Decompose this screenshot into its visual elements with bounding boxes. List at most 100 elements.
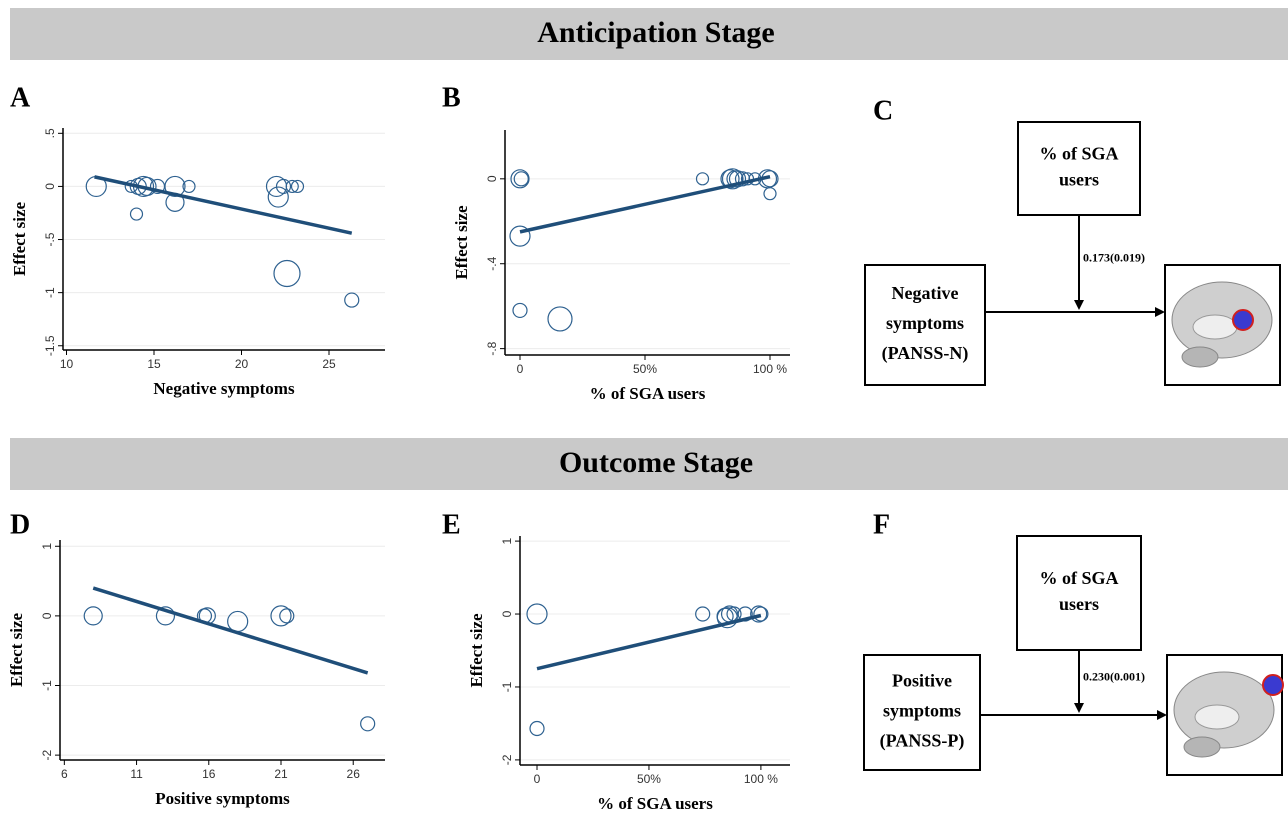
fit-line bbox=[94, 175, 353, 235]
bubble bbox=[695, 172, 710, 186]
x-tick-label: 10 bbox=[60, 357, 74, 371]
y-tick-label: -.5 bbox=[43, 232, 57, 246]
y-axis-title: Effect size bbox=[7, 612, 26, 687]
bubble bbox=[547, 306, 573, 332]
y-tick-label: 0 bbox=[43, 183, 57, 190]
y-tick-label: -1.5 bbox=[43, 335, 57, 356]
y-tick-label: -1 bbox=[500, 681, 514, 692]
y-tick-label: -2 bbox=[40, 749, 54, 760]
x-tick-label: 0 bbox=[517, 362, 524, 376]
predictor-text: symptoms bbox=[886, 313, 964, 333]
moderator-text: % of SGA bbox=[1039, 144, 1118, 164]
bubble bbox=[720, 169, 740, 189]
panel-label: B bbox=[442, 82, 461, 113]
bubble bbox=[750, 605, 768, 623]
y-tick-label: .5 bbox=[43, 128, 57, 138]
cerebellum bbox=[1181, 346, 1219, 368]
brain bbox=[1192, 314, 1238, 340]
bubble bbox=[695, 606, 711, 622]
x-tick-label: 50% bbox=[633, 362, 657, 376]
y-tick-label: 0 bbox=[500, 610, 514, 617]
y-tick-label: 1 bbox=[500, 537, 514, 544]
x-tick-label: 21 bbox=[274, 767, 288, 781]
y-axis-title: Effect size bbox=[10, 201, 29, 276]
y-axis-title: Effect size bbox=[452, 205, 471, 280]
highlight bbox=[1232, 309, 1254, 331]
bubble bbox=[513, 171, 529, 187]
bubble bbox=[155, 606, 176, 626]
fit-line bbox=[92, 586, 369, 675]
moderator-box bbox=[1016, 535, 1142, 651]
bubble bbox=[737, 606, 753, 622]
x-axis-title: % of SGA users bbox=[597, 794, 713, 813]
y-tick-label: -.8 bbox=[485, 341, 499, 355]
y-tick-label: -1 bbox=[40, 680, 54, 691]
arrow-head bbox=[1074, 300, 1084, 310]
section-title: Outcome Stage bbox=[559, 446, 753, 479]
predictor-text: symptoms bbox=[883, 701, 961, 721]
x-tick-label: 100 % bbox=[753, 362, 787, 376]
x-tick-label: 26 bbox=[347, 767, 361, 781]
y-tick-label: -2 bbox=[500, 754, 514, 765]
predictor-text: (PANSS-P) bbox=[880, 731, 965, 752]
bubble bbox=[360, 716, 376, 732]
bubble bbox=[512, 302, 528, 319]
x-tick-label: 15 bbox=[147, 357, 161, 371]
fit-line bbox=[519, 174, 771, 234]
coefficient: 0.173(0.019) bbox=[1083, 250, 1145, 264]
section-bar bbox=[10, 8, 1288, 60]
bubble bbox=[270, 605, 292, 627]
x-axis-title: Positive symptoms bbox=[155, 789, 290, 808]
bubble bbox=[227, 610, 249, 633]
moderator-text: users bbox=[1059, 170, 1099, 190]
panel-label: A bbox=[10, 82, 31, 113]
bubble bbox=[279, 608, 295, 624]
y-axis-title: Effect size bbox=[467, 613, 486, 688]
highlight bbox=[1262, 674, 1284, 696]
panel-label: E bbox=[442, 509, 461, 540]
x-axis-title: Negative symptoms bbox=[153, 379, 295, 398]
x-tick-label: 16 bbox=[202, 767, 216, 781]
bubble bbox=[273, 259, 301, 288]
y-tick-label: 1 bbox=[40, 543, 54, 550]
bubble bbox=[509, 225, 531, 247]
x-axis-title: % of SGA users bbox=[590, 384, 706, 403]
moderator-text: users bbox=[1059, 594, 1099, 614]
bubble bbox=[526, 603, 548, 625]
bubble bbox=[728, 170, 747, 188]
x-tick-label: 11 bbox=[130, 767, 143, 781]
cerebellum bbox=[1183, 736, 1221, 758]
predictor-box bbox=[864, 264, 986, 386]
coefficient: 0.230(0.001) bbox=[1083, 669, 1145, 683]
panel-label: F bbox=[873, 509, 890, 540]
panel-label: C bbox=[873, 95, 893, 126]
bubble bbox=[753, 606, 769, 622]
x-tick-label: 20 bbox=[235, 357, 249, 371]
moderator-text: % of SGA bbox=[1039, 568, 1118, 588]
moderator-box bbox=[1017, 121, 1141, 216]
bubble bbox=[267, 186, 289, 208]
x-tick-label: 6 bbox=[61, 767, 68, 781]
bubble bbox=[763, 187, 777, 201]
section-bar bbox=[10, 438, 1288, 490]
x-tick-label: 50% bbox=[637, 772, 661, 786]
bubble bbox=[344, 292, 360, 308]
bubble bbox=[83, 606, 103, 626]
y-tick-label: 0 bbox=[485, 175, 499, 182]
arrow-head bbox=[1155, 307, 1165, 317]
predictor-text: (PANSS-N) bbox=[882, 343, 969, 364]
y-tick-label: -.4 bbox=[485, 256, 499, 270]
predictor-box bbox=[863, 654, 981, 771]
predictor-text: Negative bbox=[892, 283, 959, 303]
bubble bbox=[510, 169, 530, 189]
bubble bbox=[129, 207, 144, 221]
bubble bbox=[290, 179, 305, 194]
brain bbox=[1194, 704, 1240, 730]
fit-line bbox=[536, 613, 762, 671]
section-title: Anticipation Stage bbox=[537, 16, 775, 49]
x-tick-label: 100 % bbox=[744, 772, 778, 786]
x-tick-label: 0 bbox=[534, 772, 541, 786]
predictor-text: Positive bbox=[892, 671, 952, 691]
bubble bbox=[182, 179, 196, 194]
y-tick-label: 0 bbox=[40, 612, 54, 619]
